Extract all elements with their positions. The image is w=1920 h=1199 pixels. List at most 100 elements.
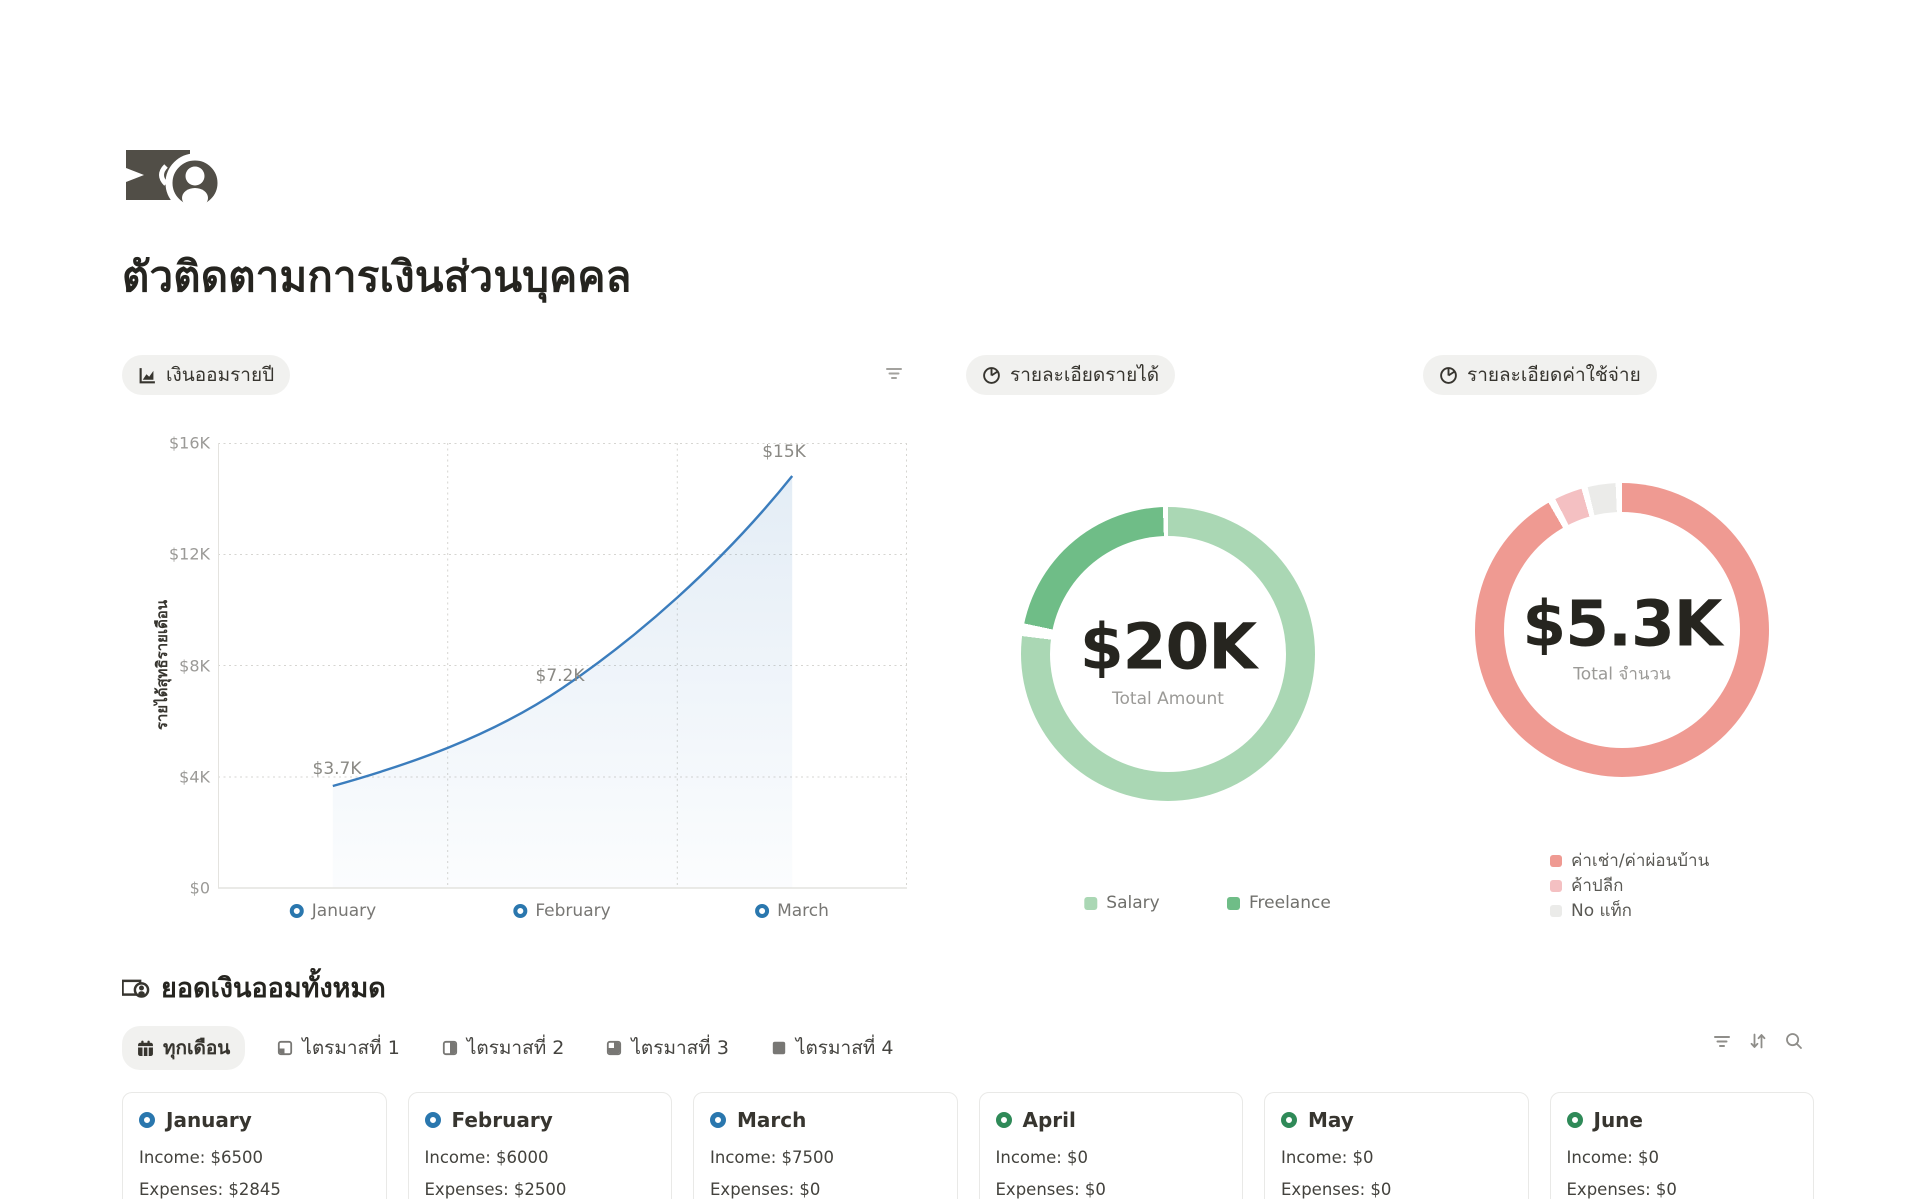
- savings-board-heading-text: ยอดเงินออมทั้งหมด: [161, 973, 386, 1004]
- card-income: Income: $0: [995, 1148, 1089, 1167]
- legend-swatch-icon: [1550, 854, 1562, 867]
- money-logo-icon: [124, 140, 226, 213]
- card-expenses: Expenses: $0: [710, 1180, 821, 1199]
- quarter-1-icon: [278, 1040, 293, 1056]
- x-label-february: February: [513, 901, 611, 921]
- legend-label: Freelance: [1249, 893, 1331, 913]
- pie-chart-icon: [1440, 366, 1457, 384]
- pie-chart-icon: [983, 366, 1000, 384]
- quarter-2-icon: [442, 1040, 457, 1056]
- donut-hole: [1050, 536, 1286, 772]
- legend-swatch-icon: [1550, 879, 1562, 892]
- month-dot-icon: [1566, 1112, 1583, 1128]
- point-label: $7.2K: [535, 666, 585, 686]
- y-tick: $16K: [168, 433, 210, 453]
- legend-swatch-icon: [1084, 896, 1098, 910]
- point-label: $3.7K: [312, 759, 362, 779]
- tab-every-month[interactable]: ทุกเดือน: [122, 1026, 246, 1070]
- x-label-text: March: [777, 901, 829, 921]
- y-tick: $0: [189, 878, 210, 898]
- savings-chart-badge-label: เงินออมรายปี: [166, 364, 275, 386]
- legend-item-rent: ค่าเช่า/ค่าผ่อนบ้าน: [1550, 847, 1709, 874]
- money-icon: [122, 979, 150, 998]
- legend-item-retail: ค้าปลีก: [1550, 872, 1623, 899]
- card-month: March: [737, 1108, 807, 1132]
- income-donut-chart: [1021, 507, 1315, 801]
- sort-icon[interactable]: [1748, 1031, 1768, 1051]
- tab-quarter-2[interactable]: ไตรมาสที่ 2: [432, 1026, 575, 1070]
- quarter-4-icon: [772, 1041, 786, 1055]
- y-tick: $8K: [179, 656, 210, 675]
- card-income: Income: $6500: [139, 1148, 264, 1167]
- card-income: Income: $0: [1281, 1148, 1374, 1167]
- donut-hole: [1504, 512, 1740, 748]
- x-label-text: February: [535, 901, 611, 921]
- legend-item-freelance: Freelance: [1227, 893, 1331, 913]
- tab-label: ไตรมาสที่ 1: [302, 1037, 400, 1059]
- board-toolbar: [1712, 1031, 1804, 1051]
- series-dot-icon: [289, 904, 304, 918]
- expense-breakdown-badge-label: รายละเอียดค่าใช้จ่าย: [1467, 364, 1641, 386]
- card-expenses: Expenses: $2500: [424, 1180, 567, 1199]
- card-january[interactable]: January Income: $6500 Expenses: $2845: [122, 1092, 387, 1199]
- card-income: Income: $6000: [424, 1148, 549, 1167]
- income-total-label: Total Amount: [1112, 689, 1224, 709]
- tab-quarter-3[interactable]: ไตรมาสที่ 3: [596, 1026, 739, 1070]
- card-expenses: Expenses: $2845: [139, 1180, 281, 1199]
- board-view-tabs: ทุกเดือน ไตรมาสที่ 1 ไตรมาสที่ 2 ไตรมาสท…: [122, 1026, 903, 1070]
- card-month: April: [1022, 1108, 1076, 1132]
- card-income: Income: $7500: [710, 1148, 835, 1167]
- search-icon[interactable]: [1784, 1031, 1804, 1051]
- series-dot-icon: [755, 904, 770, 918]
- month-dot-icon: [1281, 1112, 1297, 1128]
- legend-label: ค้าปลีก: [1571, 876, 1624, 896]
- tab-label: ทุกเดือน: [163, 1037, 231, 1059]
- expense-total-label: Total จำนวน: [1573, 664, 1671, 685]
- savings-chart-filter-icon[interactable]: [883, 362, 905, 384]
- calendar-icon: [138, 1040, 153, 1056]
- savings-chart-badge[interactable]: เงินออมรายปี: [122, 355, 291, 395]
- series-dot-icon: [513, 904, 528, 918]
- legend-label: Salary: [1106, 893, 1160, 913]
- expense-breakdown-badge[interactable]: รายละเอียดค่าใช้จ่าย: [1423, 355, 1657, 395]
- x-label-january: January: [289, 901, 377, 921]
- tab-quarter-4[interactable]: ไตรมาสที่ 4: [761, 1026, 904, 1070]
- legend-label: No แท็ก: [1571, 901, 1632, 921]
- expense-total: $5.3K: [1522, 587, 1722, 661]
- filter-icon[interactable]: [1712, 1031, 1732, 1051]
- card-june[interactable]: June Income: $0 Expenses: $0: [1549, 1092, 1814, 1199]
- card-income: Income: $0: [1566, 1148, 1660, 1167]
- area-chart-icon: [139, 367, 155, 383]
- y-axis-title: รายได้สุทธิรายเดือน: [153, 599, 171, 731]
- legend-label: ค่าเช่า/ค่าผ่อนบ้าน: [1571, 851, 1710, 871]
- card-expenses: Expenses: $0: [1566, 1180, 1677, 1199]
- legend-item-no-tag: No แท็ก: [1550, 897, 1632, 924]
- tab-label: ไตรมาสที่ 4: [795, 1037, 894, 1059]
- savings-board-heading: ยอดเงินออมทั้งหมด: [122, 966, 386, 1009]
- tab-label: ไตรมาสที่ 2: [466, 1037, 565, 1059]
- x-label-march: March: [755, 901, 829, 921]
- card-month: June: [1593, 1108, 1643, 1132]
- card-march[interactable]: March Income: $7500 Expenses: $0: [693, 1092, 958, 1199]
- expense-donut-chart: [1475, 483, 1769, 777]
- card-month: January: [166, 1108, 252, 1132]
- point-label: $15K: [762, 442, 806, 462]
- income-total: $20K: [1079, 610, 1257, 684]
- month-cards: January Income: $6500 Expenses: $2845 Fe…: [122, 1092, 1814, 1199]
- card-expenses: Expenses: $0: [1281, 1180, 1392, 1199]
- card-february[interactable]: February Income: $6000 Expenses: $2500: [407, 1092, 672, 1199]
- tab-label: ไตรมาสที่ 3: [631, 1037, 729, 1059]
- income-breakdown-badge-label: รายละเอียดรายได้: [1010, 364, 1160, 386]
- x-label-text: January: [311, 901, 377, 921]
- y-tick: $4K: [179, 767, 210, 787]
- card-month: February: [451, 1108, 553, 1132]
- tab-quarter-1[interactable]: ไตรมาสที่ 1: [267, 1026, 410, 1070]
- card-expenses: Expenses: $0: [995, 1180, 1106, 1199]
- savings-line-chart: [218, 443, 907, 889]
- card-april[interactable]: April Income: $0 Expenses: $0: [978, 1092, 1243, 1199]
- month-dot-icon: [995, 1112, 1012, 1128]
- legend-swatch-icon: [1227, 896, 1240, 910]
- card-may[interactable]: May Income: $0 Expenses: $0: [1264, 1092, 1529, 1199]
- quarter-3-icon: [607, 1040, 622, 1056]
- income-breakdown-badge[interactable]: รายละเอียดรายได้: [966, 355, 1176, 395]
